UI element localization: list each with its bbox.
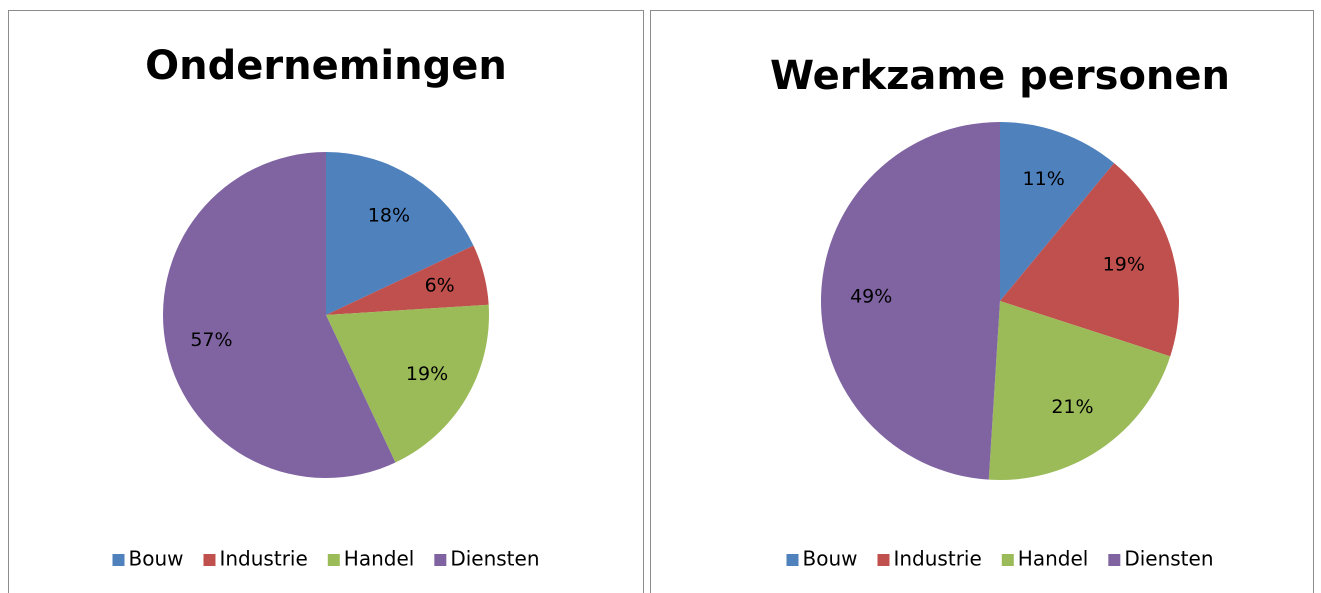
data-label: 57%: [190, 329, 232, 351]
legend-label: Industrie: [893, 547, 981, 571]
legend-swatch: [203, 554, 216, 566]
legend-label: Bouw: [802, 547, 857, 571]
data-label: 21%: [1051, 396, 1093, 418]
chart-title: Werkzame personen: [770, 53, 1230, 99]
data-label: 49%: [850, 285, 892, 307]
pie-slice: [1000, 163, 1179, 357]
pie-slice: [326, 245, 489, 315]
legend-swatch: [877, 554, 890, 566]
legend-label: Handel: [1018, 547, 1089, 571]
legend-swatch: [786, 554, 799, 566]
data-label: 11%: [1023, 168, 1065, 190]
pie-slice: [1000, 122, 1115, 301]
data-label: 18%: [368, 204, 410, 226]
legend-label: Industrie: [219, 547, 307, 571]
legend-swatch: [434, 554, 447, 566]
legend-swatch: [112, 554, 125, 566]
pie-slice: [326, 152, 474, 315]
pie-slice: [162, 152, 396, 479]
pie-slice: [988, 301, 1171, 480]
legend-label: Bouw: [128, 547, 183, 571]
chart-title: Ondernemingen: [145, 43, 507, 89]
pie-slice: [821, 122, 1000, 480]
legend-label: Diensten: [1124, 547, 1213, 571]
legend-label: Handel: [344, 547, 415, 571]
legend-swatch: [1108, 554, 1121, 566]
legend-swatch: [327, 554, 340, 566]
legend-swatch: [1001, 554, 1014, 566]
data-label: 19%: [406, 363, 448, 385]
pie-slice: [326, 304, 489, 463]
data-label: 19%: [1103, 254, 1145, 276]
data-label: 6%: [425, 274, 455, 296]
legend-label: Diensten: [450, 547, 539, 571]
